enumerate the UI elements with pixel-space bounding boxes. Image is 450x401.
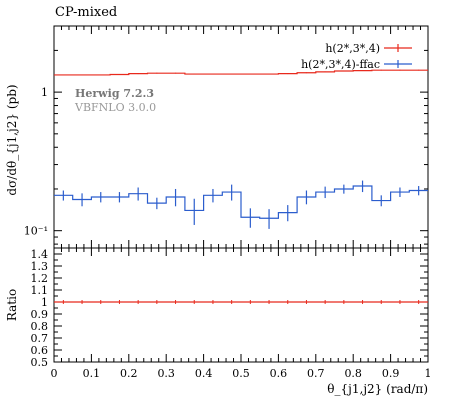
main-series-1-step-line [54,69,428,76]
ratio-y-tick-label: 0.8 [31,320,49,333]
ratio-y-tick-label: 0.7 [31,332,49,345]
ratio-x-tick-label: 0.5 [232,367,250,380]
ratio-y-tick-label: 0.9 [31,308,49,321]
ratio-y-tick-label: 1 [41,296,48,309]
ratio-x-tick-label: 0.3 [157,367,175,380]
ratio-x-tick-label: 0.2 [120,367,138,380]
ratio-x-tick-label: 0.4 [195,367,213,380]
ratio-x-tick-label: 0 [51,367,58,380]
ratio-x-tick-label: 0.7 [307,367,325,380]
ratio-plot-frame [53,247,429,363]
chart-title: CP-mixed [55,5,117,20]
program-label: VBFNLO 3.0.0 [74,101,156,114]
ratio-y-tick-label: 1.4 [31,248,49,261]
ratio-y-tick-label: 0.5 [31,356,49,369]
x-axis-label: θ_{j1,j2} (rad/π) [327,382,428,396]
main-y-axis-label: dσ/dθ_{j1,j2} (pb) [5,84,19,195]
main-series-2-step-line [54,185,428,219]
legend-label-series-1: h(2*,3*,4) [325,42,380,55]
ratio-x-tick-label: 0.8 [344,367,362,380]
ratio-y-tick-label: 1.1 [31,284,49,297]
ratio-x-tick-label: 1 [425,367,432,380]
ratio-y-tick-label: 1.2 [31,272,49,285]
ratio-y-tick-label: 1.3 [31,260,49,273]
ratio-y-tick-label: 0.6 [31,344,49,357]
main-y-tick-label: 10⁻¹ [24,225,48,238]
ratio-x-tick-label: 0.1 [83,367,101,380]
generator-label: Herwig 7.2.3 [75,87,154,100]
main-y-tick-label: 1 [41,86,48,99]
legend-label-series-2: h(2*,3*,4)-ffac [301,58,380,71]
legend: h(2*,3*,4) h(2*,3*,4)-ffac [301,42,412,71]
ratio-x-tick-label: 0.9 [382,367,400,380]
ratio-y-axis-label: Ratio [5,289,19,321]
ratio-x-tick-label: 0.6 [270,367,288,380]
